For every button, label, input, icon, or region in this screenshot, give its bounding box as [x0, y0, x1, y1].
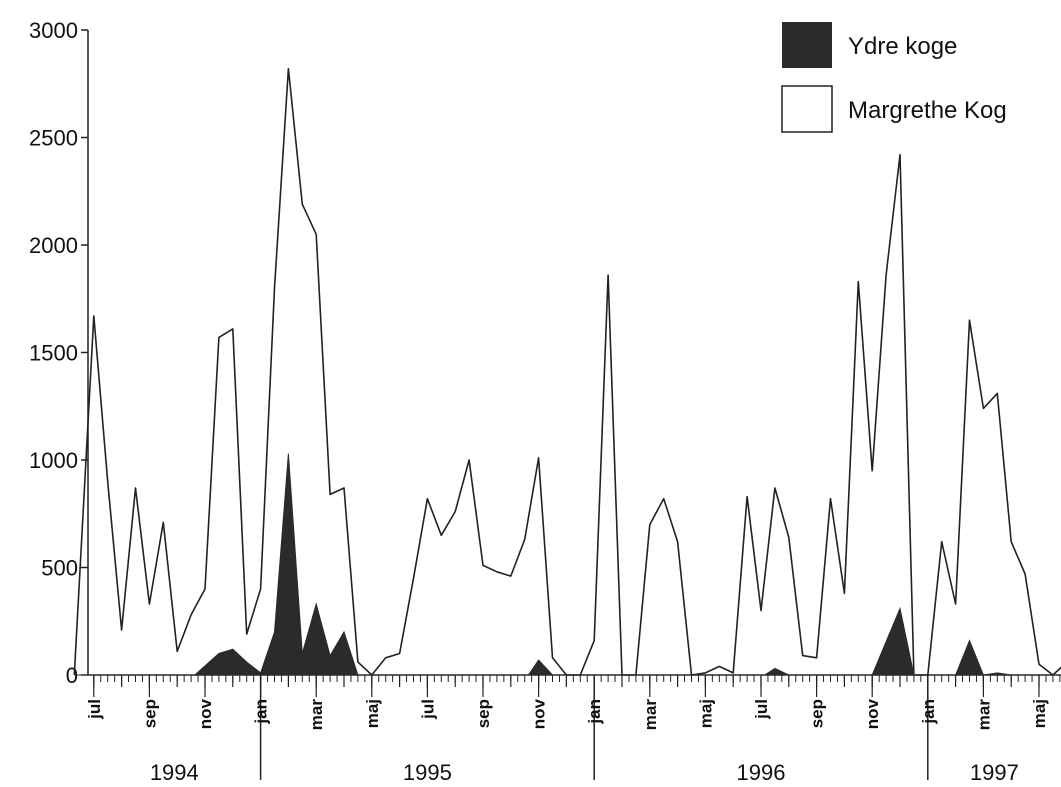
x-month-label: nov: [530, 698, 549, 729]
legend-swatch-ydre-koge: [782, 22, 832, 68]
x-month-label: nov: [196, 698, 215, 729]
x-month-label: jul: [752, 699, 771, 720]
year-label: 1996: [737, 760, 786, 785]
x-month-label: jan: [252, 699, 271, 725]
x-month-label: nov: [863, 698, 882, 729]
x-month-label: maj: [696, 699, 715, 728]
series-area-ydre-koge: [74, 453, 1061, 676]
y-tick-label: 500: [41, 556, 78, 581]
x-month-label: maj: [363, 699, 382, 728]
y-tick-label: 2000: [29, 233, 78, 258]
legend-label-margrethe-kog: Margrethe Kog: [848, 97, 1007, 124]
x-month-label: mar: [307, 699, 326, 731]
y-tick-label: 1500: [29, 341, 78, 366]
x-month-label: jan: [919, 699, 938, 725]
legend-label-ydre-koge: Ydre koge: [848, 33, 957, 60]
x-month-label: sep: [808, 699, 827, 728]
y-tick-label: 3000: [29, 18, 78, 43]
x-month-label: mar: [641, 699, 660, 731]
year-label: 1997: [970, 760, 1019, 785]
legend: Ydre koge Margrethe Kog: [781, 22, 1007, 133]
x-month-label: jul: [418, 699, 437, 720]
x-month-label: sep: [474, 699, 493, 728]
x-month-label: sep: [140, 699, 159, 728]
x-month-label: jan: [585, 699, 604, 725]
x-month-label: maj: [1030, 699, 1049, 728]
x-month-label: mar: [974, 699, 993, 731]
series-line-margrethe-kog: [73, 67, 1061, 676]
year-label: 1994: [150, 760, 199, 785]
year-label: 1995: [403, 760, 452, 785]
y-tick-label: 1000: [29, 448, 78, 473]
y-tick-label: 2500: [29, 126, 78, 151]
x-month-label: jul: [85, 699, 104, 720]
legend-swatch-margrethe-kog: [781, 85, 833, 133]
